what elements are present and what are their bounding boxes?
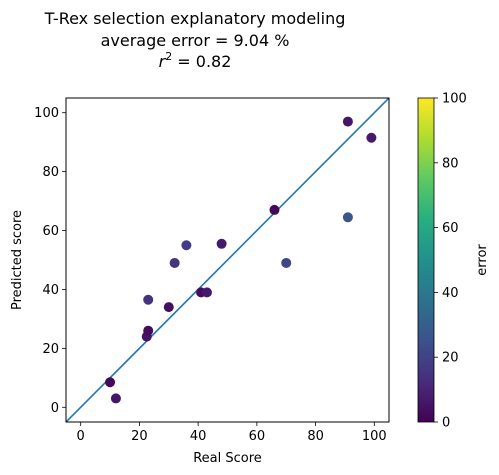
x-tick-label: 40: [190, 429, 207, 444]
data-point: [143, 325, 154, 336]
data-point: [342, 116, 353, 127]
title-line-2: average error = 9.04 %: [101, 31, 290, 50]
plot-frame: [65, 97, 390, 423]
x-tick-label: 100: [362, 429, 387, 444]
colorbar-tick-label: 0: [442, 416, 450, 431]
data-point: [163, 302, 174, 313]
y-tick-label: 100: [34, 106, 59, 121]
title-line-3: r2 = 0.82: [159, 50, 232, 71]
x-tick-label: 80: [307, 429, 324, 444]
title-line-1: T-Rex selection explanatory modeling: [44, 9, 346, 28]
identity-line: [66, 98, 389, 422]
x-tick-label: 20: [131, 429, 148, 444]
colorbar-tick-label: 20: [442, 351, 459, 366]
data-point: [269, 204, 280, 215]
y-tick-label: 60: [42, 224, 59, 239]
colorbar: 0 20 40 60 80 100 error: [417, 92, 490, 431]
colorbar-tick-label: 60: [442, 221, 459, 236]
y-tick-label: 0: [51, 401, 59, 416]
r2-value: = 0.82: [172, 52, 231, 71]
colorbar-tick-label: 100: [442, 92, 467, 107]
data-point: [169, 257, 180, 268]
y-tick-label: 80: [42, 165, 59, 180]
data-point: [181, 240, 192, 251]
x-tick-label: 60: [249, 429, 266, 444]
colorbar-tick-label: 80: [442, 156, 459, 171]
data-point: [342, 212, 353, 223]
data-point: [216, 238, 227, 249]
colorbar-label: error: [475, 244, 490, 276]
data-point: [105, 377, 116, 388]
x-tick-label: 0: [77, 429, 85, 444]
colorbar-gradient: [417, 97, 435, 423]
data-point: [281, 257, 292, 268]
data-point: [143, 294, 154, 305]
data-point: [110, 393, 121, 404]
data-point: [366, 132, 377, 143]
r2-symbol: r: [159, 52, 167, 71]
data-point: [201, 287, 212, 298]
y-axis-label: Predicted score: [10, 210, 25, 310]
colorbar-tick-label: 40: [442, 286, 459, 301]
y-tick-label: 20: [42, 342, 59, 357]
chart-title: T-Rex selection explanatory modeling ave…: [44, 9, 346, 71]
x-axis-label: Real Score: [193, 451, 262, 466]
y-tick-label: 40: [42, 283, 59, 298]
plot-area: 0 20 40 60 80 100 0 20 40 60 80 100: [34, 97, 390, 444]
r2-superscript: 2: [165, 50, 172, 63]
